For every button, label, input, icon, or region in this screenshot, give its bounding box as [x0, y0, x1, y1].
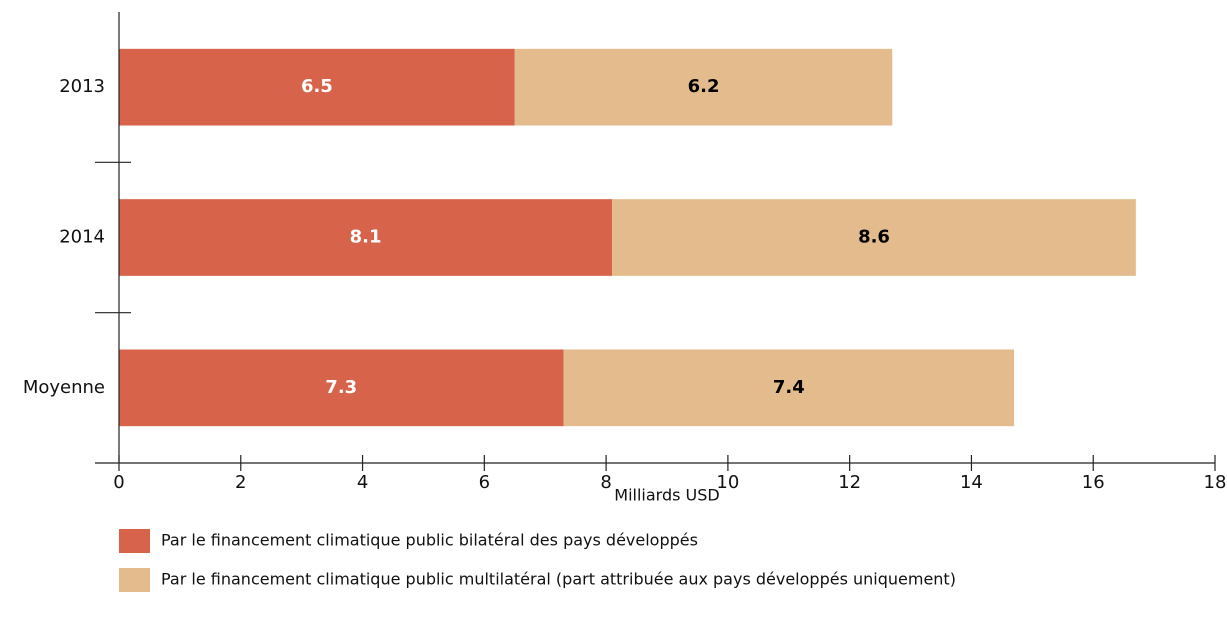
x-tick-label: 12 — [838, 472, 861, 493]
y-tick-label: 2013 — [59, 76, 105, 97]
data-label: 6.2 — [688, 76, 720, 97]
x-tick-label: 4 — [357, 472, 368, 493]
x-tick-label: 16 — [1082, 472, 1105, 493]
y-tick-label: 2014 — [59, 227, 105, 248]
x-tick-label: 14 — [960, 472, 983, 493]
data-label: 8.6 — [858, 227, 890, 248]
bar-segment — [119, 48, 515, 126]
data-label: 8.1 — [350, 227, 382, 248]
bar-segment — [514, 48, 893, 126]
x-tick-label: 10 — [716, 472, 739, 493]
bar-segment — [612, 199, 1136, 276]
data-label: 6.5 — [301, 76, 333, 97]
bar-segment — [119, 199, 613, 276]
x-tick-label: 2 — [235, 472, 246, 493]
bar-segment — [119, 349, 564, 427]
x-tick-label: 0 — [113, 472, 124, 493]
x-tick-label: 8 — [600, 472, 611, 493]
data-label: 7.4 — [773, 377, 805, 398]
x-tick-label: 18 — [1204, 472, 1227, 493]
legend-swatch — [119, 568, 150, 592]
x-axis-title: Milliards USD — [614, 486, 719, 505]
bar-segment — [563, 349, 1015, 427]
x-tick-label: 6 — [479, 472, 490, 493]
legend-label: Par le financement climatique public bil… — [161, 531, 698, 550]
legend-label: Par le financement climatique public mul… — [161, 570, 956, 589]
legend-swatch — [119, 529, 150, 553]
data-label: 7.3 — [325, 377, 357, 398]
y-tick-label: Moyenne — [23, 377, 105, 398]
